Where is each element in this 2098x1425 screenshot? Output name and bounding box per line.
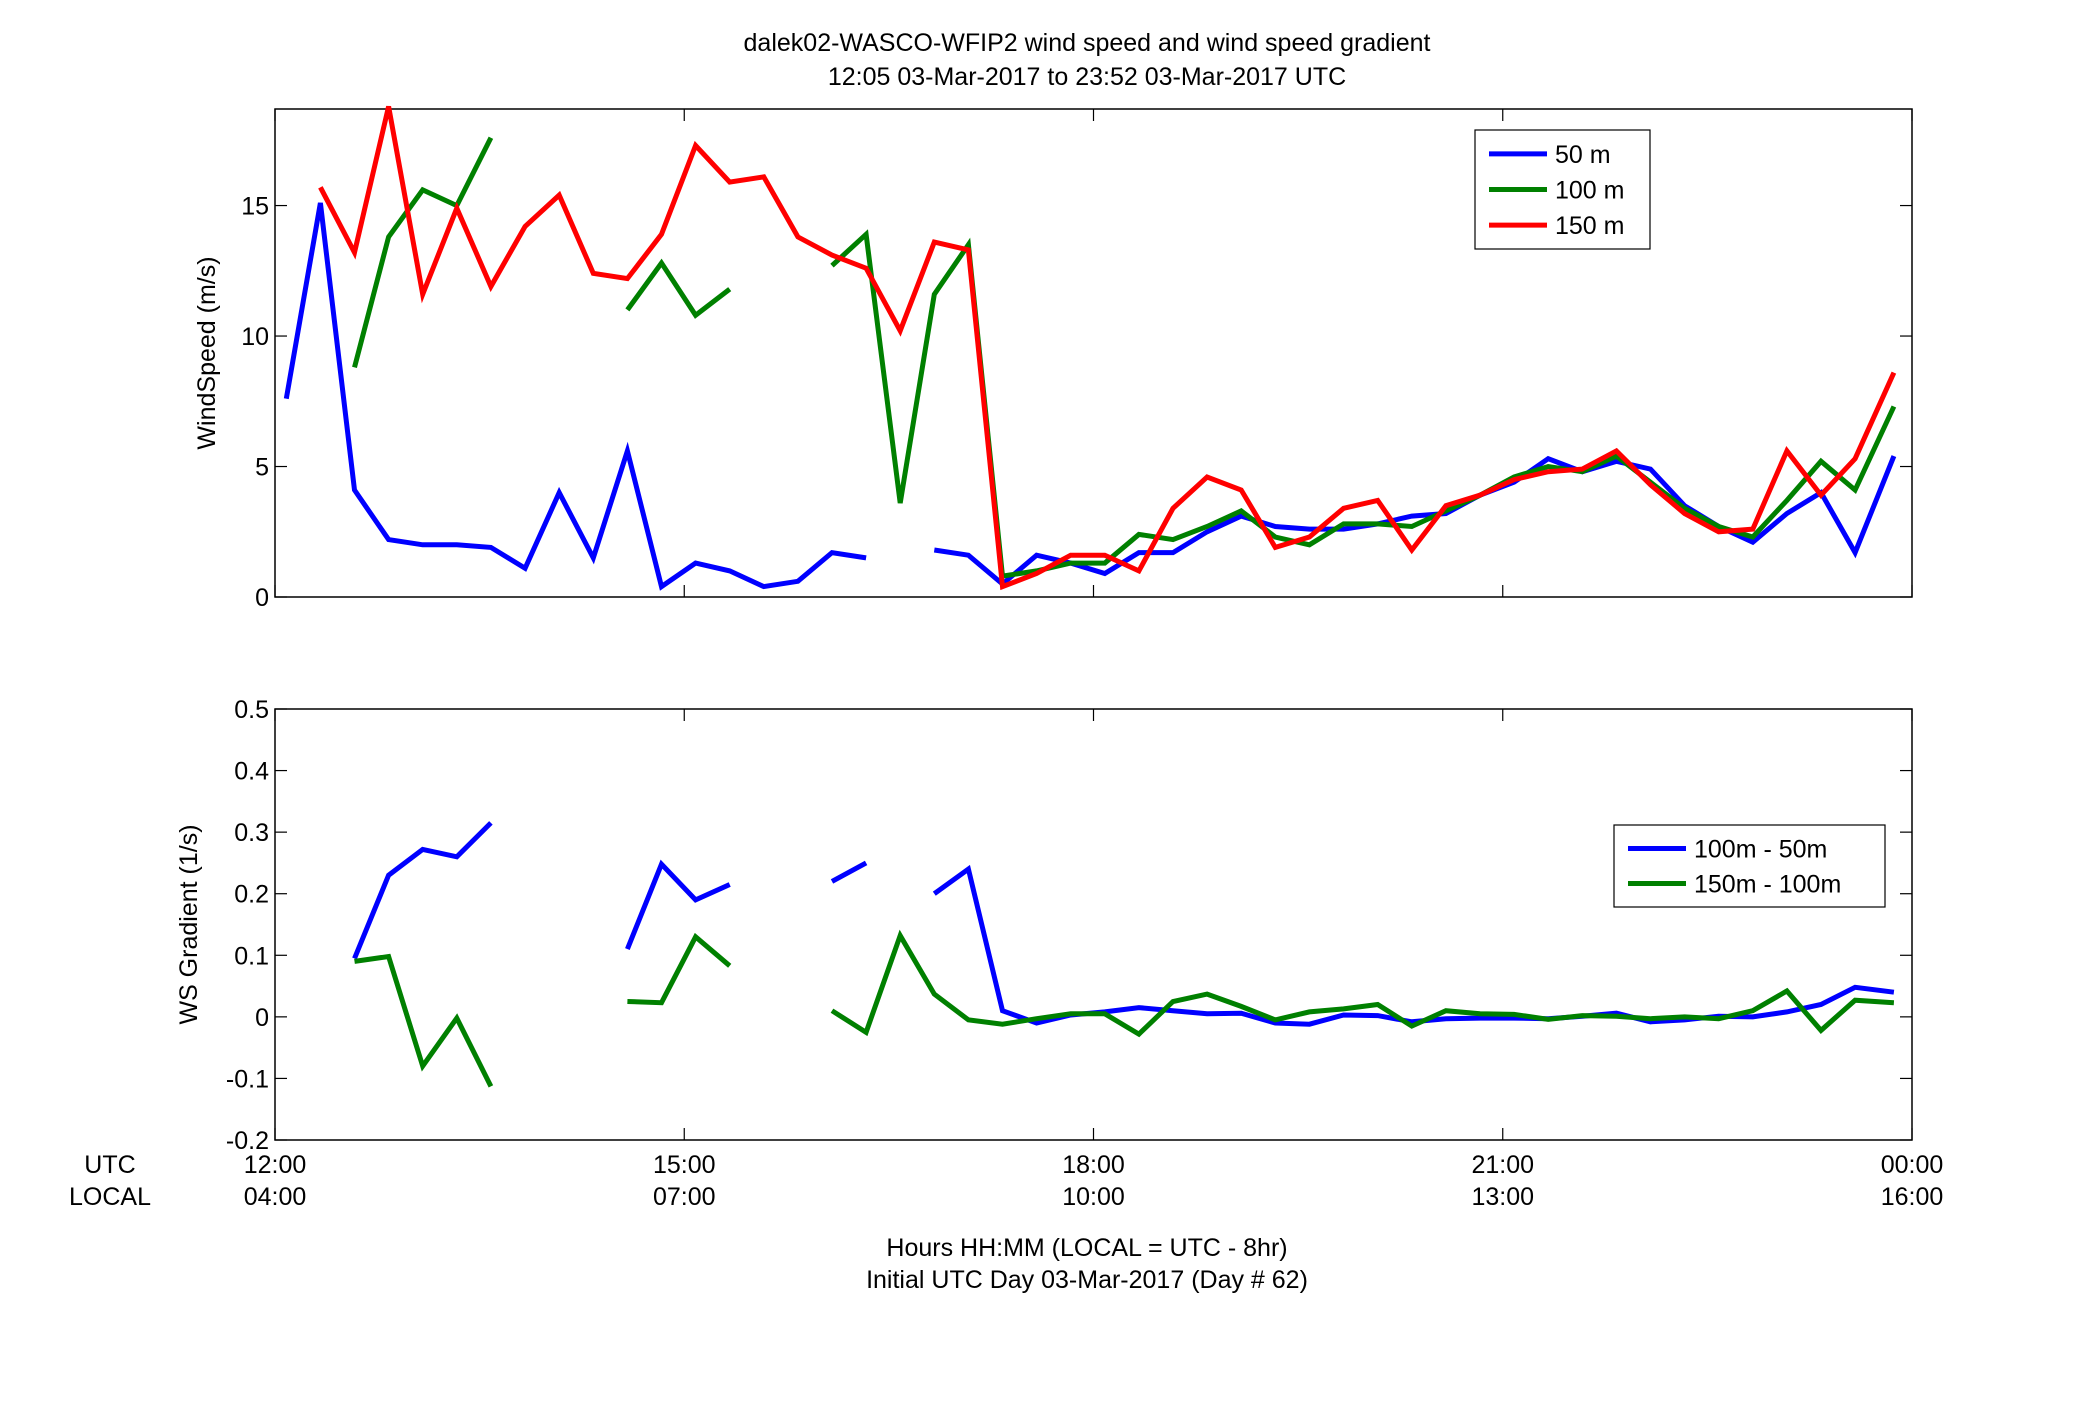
gradient-series-0-line	[830, 860, 868, 884]
wind-speed-panel: 0 5 10 15 WindSpeed (m/s) 50 m 100 m 150 m	[193, 105, 1913, 612]
gradient-y-tick-label: 0.1	[234, 942, 269, 970]
gradient-legend-label: 100m - 50m	[1694, 836, 1827, 864]
windspeed-legend: 50 m 100 m 150 m	[1474, 129, 1651, 250]
gradient-y-tick-label: 0.4	[234, 758, 269, 786]
gradient-series-1-line	[627, 932, 732, 1006]
ws-gradient-panel: -0.2 -0.1 0 0.1 0.2 0.3 0.4 0.5 12:00 04:00 15:00 0…	[175, 696, 1943, 1211]
windspeed-y-tick-label: 10	[241, 323, 269, 351]
windspeed-axes-box	[274, 108, 1913, 598]
gradient-y-tick-label: 0.5	[234, 696, 269, 724]
x-axis-label-line2: Initial UTC Day 03-Mar-2017 (Day # 62)	[866, 1266, 1308, 1294]
windspeed-series-2-line	[318, 105, 1897, 591]
gradient-y-tick-label: -0.1	[226, 1065, 269, 1093]
windspeed-y-tick-label: 5	[255, 454, 269, 482]
windspeed-series-0-line	[283, 202, 867, 591]
windspeed-legend-label: 150 m	[1555, 212, 1624, 240]
gradient-series-1-line	[354, 953, 494, 1088]
gradient-y-tick-label: -0.2	[226, 1127, 269, 1155]
gradient-legend: 100m - 50m 150m - 100m	[1613, 824, 1886, 908]
windspeed-series-1-line	[352, 136, 494, 369]
x-tick-label-utc: 00:00	[1881, 1151, 1944, 1179]
x-tick-label-utc: 12:00	[244, 1151, 307, 1179]
x-tick-label-utc: 18:00	[1062, 1151, 1125, 1179]
x-tick-label-local: 10:00	[1062, 1183, 1125, 1211]
x-tick-label-local: 04:00	[244, 1183, 307, 1211]
gradient-y-tick-label: 0	[255, 1004, 269, 1032]
windspeed-y-axis-label: WindSpeed (m/s)	[193, 256, 221, 449]
windspeed-y-tick-label: 0	[255, 584, 269, 612]
gradient-series-1-line	[830, 929, 1895, 1038]
gradient-y-tick-label: 0.3	[234, 819, 269, 847]
windspeed-series-1-line	[830, 229, 1897, 579]
gradient-y-tick-label: 0.2	[234, 881, 269, 909]
gradient-series-0-line	[625, 859, 731, 951]
x-tick-label-local: 13:00	[1471, 1183, 1534, 1211]
chart-title-line2: 12:05 03-Mar-2017 to 23:52 03-Mar-2017 U…	[828, 63, 1346, 91]
x-tick-label-utc: 21:00	[1471, 1151, 1534, 1179]
local-row-label: LOCAL	[69, 1183, 151, 1211]
windspeed-legend-label: 100 m	[1555, 177, 1624, 205]
gradient-axes-box	[274, 708, 1913, 1141]
gradient-y-axis-label: WS Gradient (1/s)	[175, 824, 203, 1024]
gradient-legend-box	[1613, 824, 1886, 908]
chart-title-line1: dalek02-WASCO-WFIP2 wind speed and wind …	[744, 29, 1431, 57]
gradient-legend-label: 150m - 100m	[1694, 871, 1841, 899]
x-tick-label-local: 16:00	[1881, 1183, 1944, 1211]
x-tick-label-utc: 15:00	[653, 1151, 716, 1179]
x-axis-label-line1: Hours HH:MM (LOCAL = UTC - 8hr)	[886, 1234, 1287, 1262]
utc-row-label: UTC	[84, 1151, 135, 1179]
windspeed-series-1-line	[625, 258, 732, 319]
windspeed-legend-label: 50 m	[1555, 141, 1611, 169]
windspeed-y-tick-label: 15	[241, 193, 269, 221]
x-tick-label-local: 07:00	[653, 1183, 716, 1211]
gradient-series-0-line	[352, 821, 493, 960]
